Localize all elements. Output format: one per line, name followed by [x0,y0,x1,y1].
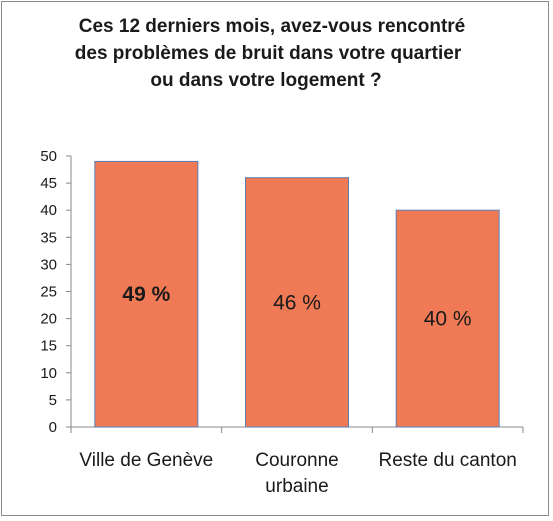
y-tick-label: 20 [40,311,57,328]
title-line-3: ou dans votre logement ? [150,70,381,91]
chart-data-labels: 49 % 46 % 40 % [122,283,471,330]
x-tick-label: Ville de Genève [79,450,213,471]
y-tick-label: 35 [40,229,57,246]
chart-category-labels: Ville de Genève Couronne urbaine Reste du c… [79,450,516,497]
title-line-2: des problèmes de bruit dans votre quarti… [75,43,462,64]
data-label: 46 % [273,291,321,314]
y-tick-label: 40 [40,202,57,219]
x-tick-label: Reste du canton [378,450,516,471]
y-tick-label: 25 [40,284,57,301]
x-tick-label: urbaine [265,476,328,497]
title-line-1: Ces 12 derniers mois, avez-vous rencontr… [79,16,466,37]
chart-bars [94,160,500,428]
y-tick-label: 50 [40,148,57,165]
y-tick-label: 10 [40,365,57,382]
bar [395,209,500,428]
y-tick-label: 15 [40,338,57,355]
bar [245,177,349,428]
bar [94,160,199,428]
y-tick-label: 0 [49,419,57,436]
y-tick-label: 5 [49,392,57,409]
y-tick-label: 45 [40,175,57,192]
data-label: 49 % [122,283,170,306]
data-label: 40 % [424,308,472,331]
chart-title: Ces 12 derniers mois, avez-vous rencontr… [75,16,465,91]
x-tick-label: Couronne [255,450,338,471]
y-tick-label: 30 [40,256,57,273]
